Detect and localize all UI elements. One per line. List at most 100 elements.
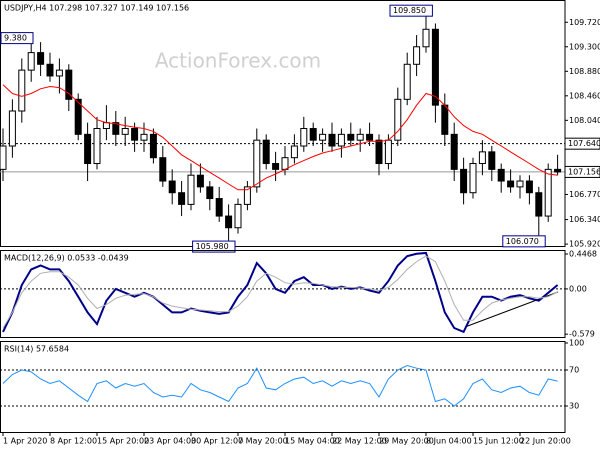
- candle-body: [394, 98, 402, 141]
- candle-body: [187, 174, 195, 205]
- y-tick-label: 0.4468: [569, 250, 597, 259]
- level-label: 107.640: [568, 139, 600, 148]
- level-label-box: [564, 137, 600, 150]
- x-tick-label: 8 Apr 12:00: [50, 437, 97, 446]
- series-line: [2, 251, 559, 334]
- x-tick-label: 29 May 20:00: [379, 437, 434, 446]
- candle-body: [525, 180, 533, 194]
- x-tick-label: 22 Jun 20:00: [520, 437, 571, 446]
- candle-body: [121, 128, 129, 135]
- annotation: 106.070: [506, 237, 539, 246]
- x-tick-label: 23 Apr 04:00: [144, 437, 196, 446]
- candle-body: [140, 133, 148, 141]
- panel-frame: [0, 341, 566, 433]
- candle-body: [65, 69, 73, 100]
- candle-body: [460, 168, 468, 194]
- candle-body: [413, 46, 421, 65]
- candle-body: [272, 163, 280, 170]
- series-line: [2, 255, 558, 329]
- candle-body: [384, 139, 392, 165]
- candle-body: [262, 139, 270, 165]
- candle-body: [535, 192, 543, 217]
- annotation: 105.980: [196, 242, 229, 251]
- candle-body: [93, 128, 101, 165]
- candle-body: [131, 128, 139, 141]
- candle-body: [74, 98, 82, 135]
- y-tick-label: 109.300: [569, 42, 600, 51]
- candle-body: [168, 180, 176, 194]
- candle-body: [431, 28, 439, 106]
- candle-body: [488, 151, 496, 170]
- x-tick-label: 1 Apr 2020: [3, 437, 47, 446]
- candle-body: [46, 63, 54, 77]
- y-tick-label: 30: [569, 402, 579, 411]
- series-line: [2, 364, 558, 407]
- candle-body: [253, 139, 261, 188]
- candle-body: [469, 163, 477, 194]
- x-tick-label: 8 Jun 04:00: [426, 437, 472, 446]
- level-label-box: [564, 165, 600, 178]
- annotation-box: [389, 4, 433, 17]
- candle-body: [544, 168, 552, 217]
- panel-title: MACD(12,26,9) 0.0533 -0.0439: [4, 254, 129, 263]
- candle-body: [281, 157, 289, 170]
- candle-body: [554, 168, 562, 173]
- candle-body: [507, 180, 515, 188]
- panel-frame: [0, 0, 566, 247]
- candle-body: [159, 157, 167, 182]
- candle-body: [309, 128, 317, 141]
- x-tick-label: 7 May 20:00: [238, 437, 288, 446]
- candle-body: [356, 133, 364, 141]
- candle-body: [234, 203, 242, 229]
- candle-body: [243, 186, 251, 205]
- candle-body: [84, 133, 92, 165]
- y-tick-label: 106.340: [569, 215, 600, 224]
- candle-body: [403, 63, 411, 100]
- candle-body: [366, 133, 374, 141]
- level-label: 107.156: [568, 167, 600, 176]
- x-tick-label: 22 May 12:00: [332, 437, 387, 446]
- candle-body: [102, 122, 110, 130]
- y-tick-label: 100: [569, 339, 584, 348]
- candle-body: [112, 122, 120, 135]
- y-tick-label: 70: [569, 366, 579, 375]
- candle-body: [225, 215, 233, 229]
- panel-title: USDJPY,H4 107.298 107.327 107.149 107.15…: [4, 4, 189, 13]
- y-tick-label: 108.460: [569, 91, 600, 100]
- y-tick-label: 108.040: [569, 116, 600, 125]
- candle-body: [37, 52, 45, 65]
- candle-body: [149, 133, 157, 159]
- y-tick-label: 105.920: [569, 240, 600, 249]
- y-tick-label: 109.720: [569, 18, 600, 27]
- candle-body: [55, 69, 63, 77]
- x-tick-label: 15 Jun 12:00: [473, 437, 524, 446]
- candle-body: [178, 192, 186, 205]
- candle-body: [196, 174, 204, 188]
- annotation-box: [0, 32, 34, 45]
- candle-body: [8, 110, 16, 147]
- candle-body: [328, 133, 336, 147]
- candle-body: [450, 133, 458, 170]
- candle-body: [516, 180, 524, 188]
- annotation: 9.380: [4, 34, 27, 43]
- x-tick-label: 15 May 04:00: [285, 437, 340, 446]
- candle-body: [337, 133, 345, 147]
- panel-title: RSI(14) 57.6584: [4, 345, 69, 354]
- x-tick-label: 30 Apr 12:00: [191, 437, 243, 446]
- candle-body: [478, 151, 486, 165]
- candle-body: [215, 198, 223, 217]
- y-tick-label: 106.770: [569, 190, 600, 199]
- candle-body: [290, 145, 298, 159]
- candle-body: [347, 133, 355, 141]
- watermark: ActionForex.com: [155, 49, 321, 73]
- y-tick-label: 0.00: [569, 284, 587, 293]
- annotation: 109.850: [393, 6, 426, 15]
- annotation-box: [192, 240, 236, 253]
- candle-body: [0, 145, 7, 170]
- y-tick-label: -0.579: [569, 330, 595, 339]
- candle-body: [441, 104, 449, 135]
- panel-frame: [0, 250, 566, 338]
- annotation-box: [502, 235, 546, 248]
